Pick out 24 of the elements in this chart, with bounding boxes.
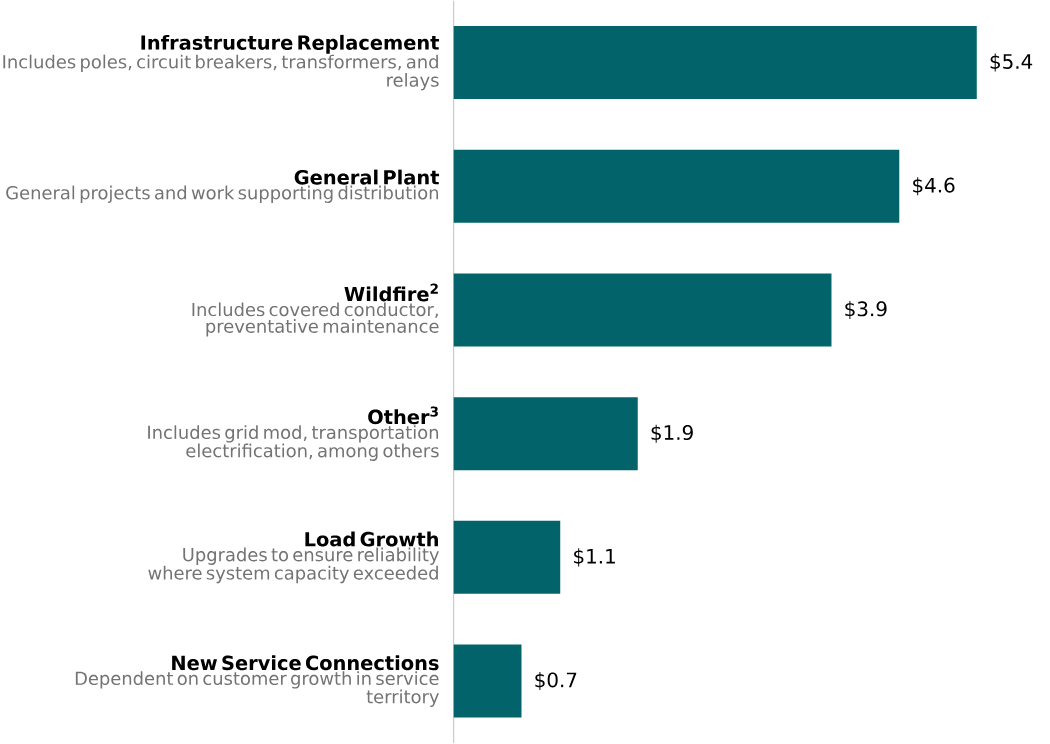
- text: Dependent on customer growth in service territory: [75, 671, 439, 708]
- data-label: $5.4: [990, 53, 1033, 72]
- y-tick-label: Infrastructure Replacement: [141, 35, 440, 54]
- bar: [453, 149, 900, 223]
- data-label: $1.1: [574, 548, 615, 567]
- text: Includes covered conductor, preventative maintenance: [192, 302, 439, 337]
- bar: [453, 644, 522, 718]
- bar: [453, 397, 638, 471]
- y-tick-label: Other$^{3}$: [368, 406, 438, 425]
- y-tick-label: Load Growth: [305, 531, 438, 547]
- y-tick-label: Wildfire$^{2}$: [344, 283, 438, 302]
- text: Includes poles, circuit breakers, transformers, and relays: [3, 54, 439, 91]
- data-label: $4.6: [913, 177, 955, 196]
- bar: [453, 521, 561, 595]
- bar: [453, 273, 832, 347]
- text: Upgrades to ensure reliability where system capacity exceeded: [148, 547, 439, 584]
- text: Includes grid mod, transportation electrification, among others: [148, 425, 439, 462]
- y-tick-label: New Service Connections: [172, 655, 439, 671]
- data-label: $0.7: [535, 672, 577, 691]
- data-label: $3.9: [845, 301, 887, 320]
- text: General projects and work supporting distribution: [6, 185, 439, 204]
- bar: [453, 26, 977, 100]
- y-tick-label: General Plant: [294, 169, 440, 185]
- data-label: $1.9: [651, 424, 693, 443]
